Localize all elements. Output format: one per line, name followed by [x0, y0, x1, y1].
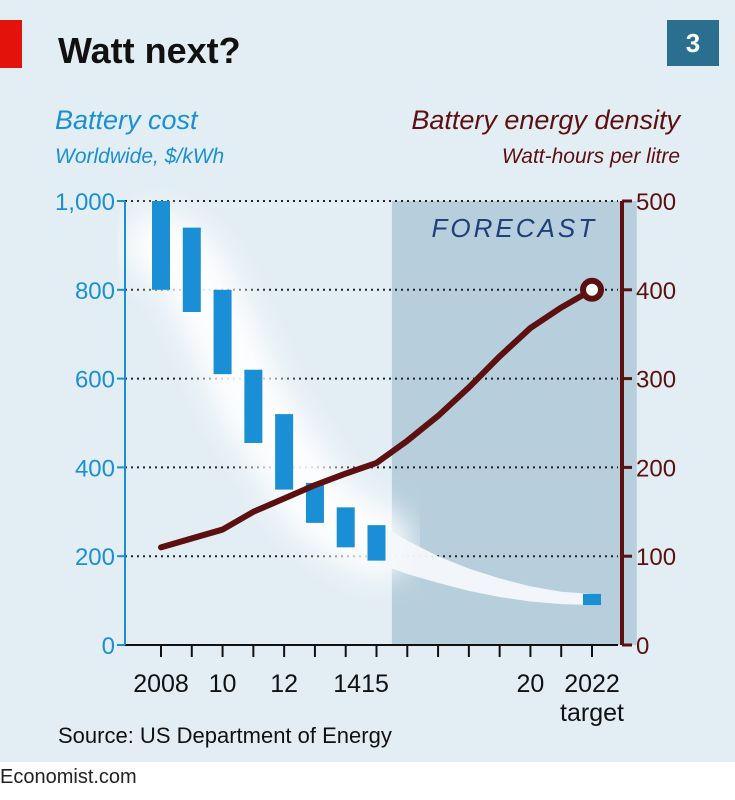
x-tick-label: 20 [517, 670, 545, 698]
right-tick-label: 100 [636, 544, 676, 571]
x-tick-label: 2008 [133, 670, 189, 698]
energy-density-line [158, 286, 595, 551]
left-tick-label: 800 [75, 278, 115, 305]
right-tick-label: 500 [636, 189, 676, 216]
cost-bar [213, 289, 232, 375]
cost-bar [275, 414, 294, 490]
cost-bar [182, 227, 201, 312]
x-tick-label: 10 [209, 670, 237, 698]
left-axis-title: Battery cost [55, 105, 199, 135]
site-footer: Economist.com [0, 766, 137, 788]
chart-source: Source: US Department of Energy [58, 723, 392, 748]
left-axis-subtitle: Worldwide, $/kWh [55, 145, 224, 168]
right-axis-title: Battery energy density [411, 105, 681, 135]
left-tick-label: 200 [75, 544, 115, 571]
cost-bar [244, 369, 263, 443]
chart-svg: FORECAST 0 200 400 600 800 1,000 0 100 200 300 400 5… [55, 105, 682, 727]
cost-bar [152, 201, 170, 290]
right-tick-label: 400 [636, 278, 676, 305]
left-tick-label: 600 [75, 367, 115, 394]
x-tick-label: 2022 [564, 670, 620, 698]
forecast-label: FORECAST [432, 213, 598, 243]
chart-title: Watt next? [58, 30, 241, 71]
x-tick-sublabel: target [560, 699, 624, 727]
x-tick-label: 12 [270, 670, 298, 698]
brand-red-tab [0, 20, 22, 68]
right-axis-subtitle: Watt-hours per litre [502, 145, 680, 168]
cost-bar [305, 482, 324, 523]
chart-number-badge: 3 [667, 20, 719, 66]
cost-bar [367, 525, 386, 561]
right-tick-label: 0 [636, 633, 649, 660]
right-tick-label: 300 [636, 367, 676, 394]
right-tick-label: 200 [636, 455, 676, 482]
left-tick-label: 0 [102, 633, 115, 660]
cost-forecast-band [376, 522, 592, 606]
left-tick-label: 1,000 [55, 189, 115, 216]
cost-bar [336, 507, 355, 548]
cost-bar [583, 593, 601, 606]
x-tick-label: 1415 [333, 670, 389, 698]
left-tick-label: 400 [75, 455, 115, 482]
energy-density-target-marker [580, 277, 604, 302]
